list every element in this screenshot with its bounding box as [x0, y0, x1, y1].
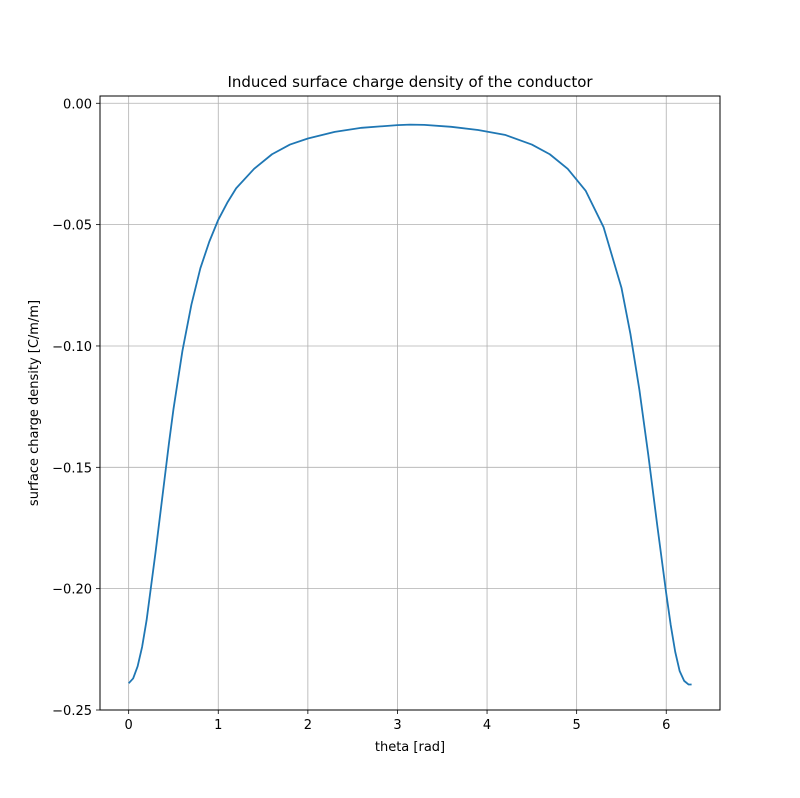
ticks: 0 1 2 3 4 5 6 0.00 −0.05 −0.10 −0.15 −0.20 −0.25 [52, 97, 670, 733]
x-tick-label: 6 [662, 718, 670, 733]
x-tick-label: 5 [573, 718, 581, 733]
x-tick-label: 1 [214, 718, 222, 733]
x-tick-label: 0 [125, 718, 133, 733]
y-tick-label: −0.10 [52, 340, 92, 355]
x-tick-label: 4 [483, 718, 491, 733]
y-tick-label: −0.20 [52, 583, 92, 598]
chart-title: Induced surface charge density of the co… [227, 73, 593, 91]
series-line [128, 123, 692, 686]
y-tick-label: −0.25 [52, 704, 92, 719]
y-tick-label: −0.05 [52, 219, 92, 234]
x-tick-label: 3 [393, 718, 401, 733]
axes-frame [99, 95, 721, 711]
y-axis-label: surface charge density [C/m/m] [27, 300, 42, 506]
plot-area [128, 123, 692, 686]
x-axis-label: theta [rad] [375, 740, 445, 755]
grid [100, 96, 720, 711]
y-tick-label: −0.15 [52, 461, 92, 476]
x-tick-label: 2 [304, 718, 312, 733]
y-tick-label: 0.00 [63, 97, 92, 112]
